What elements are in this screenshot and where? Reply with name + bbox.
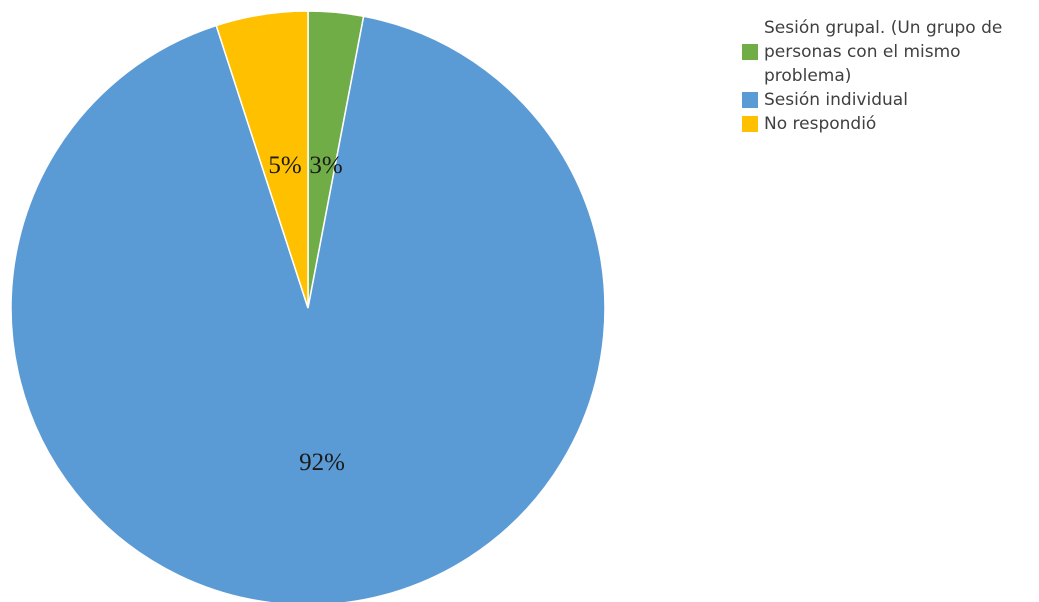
data-label-sesion-individual: 92%	[299, 449, 345, 476]
pie-chart: 3% 92% 5%	[10, 10, 606, 602]
legend: Sesión grupal. (Un grupo de personas con…	[742, 16, 1037, 136]
legend-swatch-sesion-grupal	[742, 44, 758, 60]
data-label-no-respondio: 5%	[268, 152, 301, 179]
pie-slices	[10, 10, 606, 602]
legend-label-sesion-grupal: Sesión grupal. (Un grupo de personas con…	[764, 18, 1003, 86]
pie-slice-no-respondio	[215, 10, 309, 309]
data-label-sesion-grupal: 3%	[309, 152, 342, 179]
pie-slice-sesion-individual	[10, 15, 606, 602]
pie-data-labels: 3% 92% 5%	[268, 152, 345, 476]
legend-label-sesion-individual: Sesión individual	[764, 90, 908, 110]
legend-swatch-sesion-individual	[742, 92, 758, 108]
legend-item-sesion-grupal: Sesión grupal. (Un grupo de personas con…	[742, 16, 1037, 88]
legend-label-no-respondio: No respondió	[764, 114, 877, 134]
legend-item-sesion-individual: Sesión individual	[742, 88, 1037, 112]
legend-item-no-respondio: No respondió	[742, 112, 1037, 136]
legend-swatch-no-respondio	[742, 116, 758, 132]
